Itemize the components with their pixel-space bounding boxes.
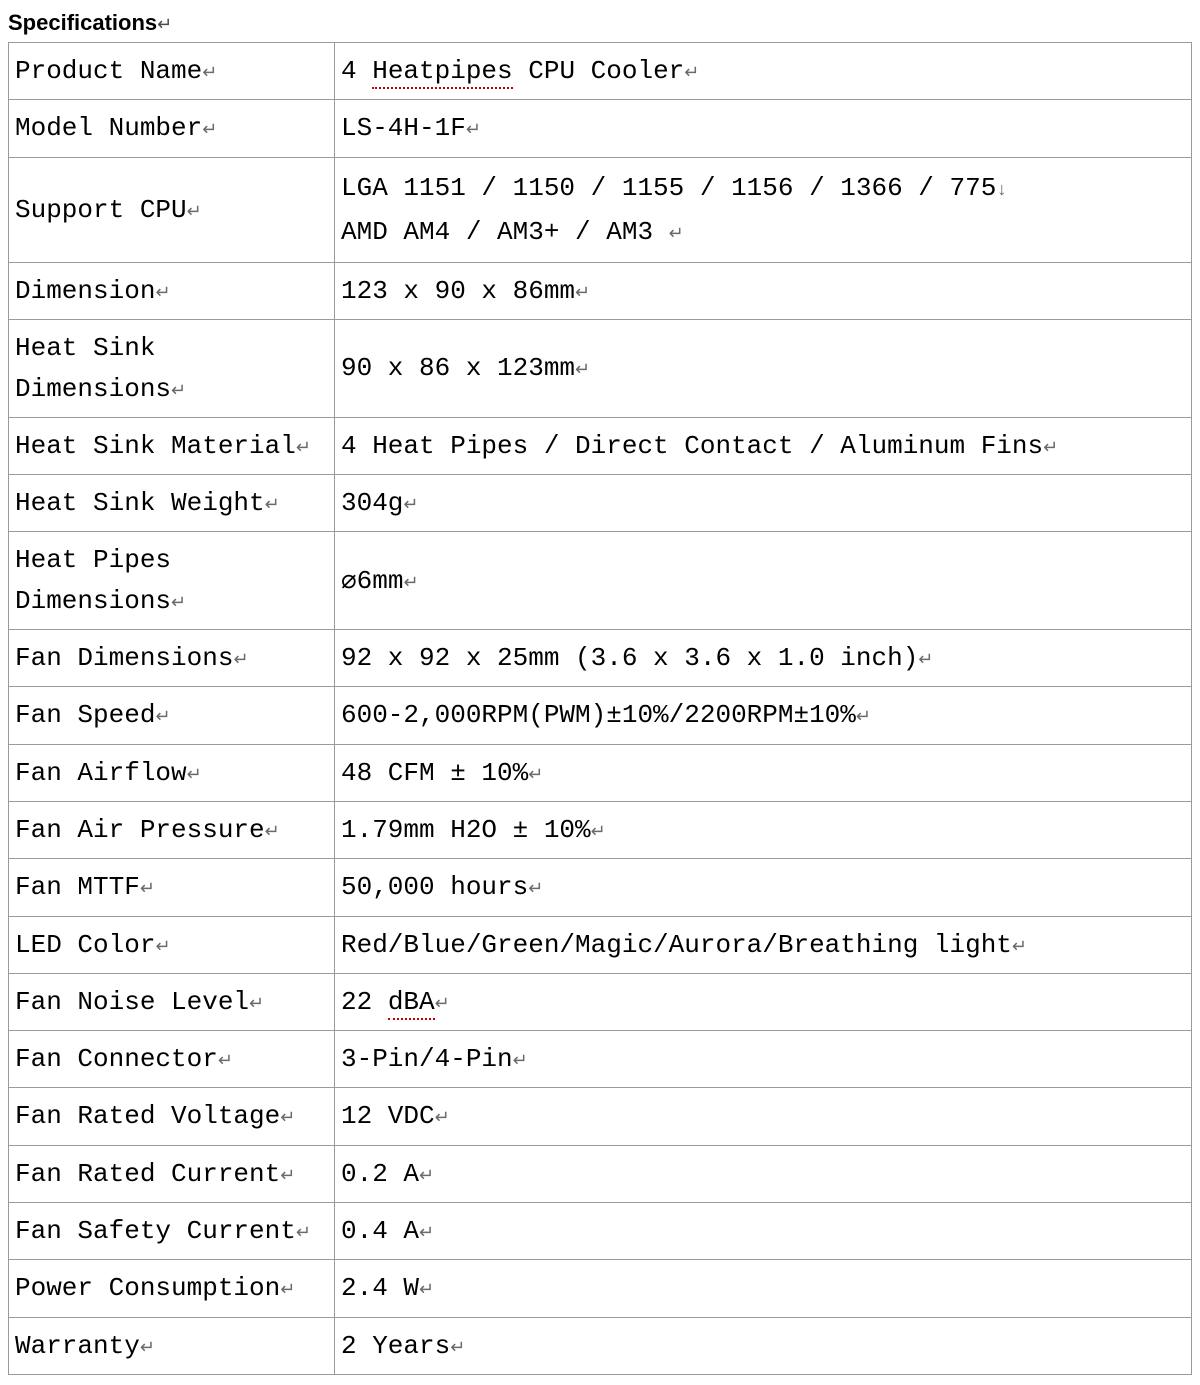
spec-label: Heat Sink Dimensions↵ [9,320,335,418]
spec-value: 0.2 A↵ [335,1145,1192,1202]
spec-value: 123 x 90 x 86mm↵ [335,262,1192,319]
spec-label: Dimension↵ [9,262,335,319]
spec-label: LED Color↵ [9,916,335,973]
spec-value: 12 VDC↵ [335,1088,1192,1145]
spec-value: 4 Heatpipes CPU Cooler↵ [335,43,1192,100]
spec-label: Heat Sink Weight↵ [9,475,335,532]
table-row: Model Number↵LS-4H-1F↵ [9,100,1192,157]
spec-value: Red/Blue/Green/Magic/Aurora/Breathing li… [335,916,1192,973]
spec-value: LS-4H-1F↵ [335,100,1192,157]
specifications-table: Product Name↵4 Heatpipes CPU Cooler↵Mode… [8,42,1192,1375]
spec-label: Fan Safety Current↵ [9,1203,335,1260]
spec-label: Fan Speed↵ [9,687,335,744]
spec-value: LGA 1151 / 1150 / 1155 / 1156 / 1366 / 7… [335,157,1192,262]
spec-value: 90 x 86 x 123mm↵ [335,320,1192,418]
spec-value: 2.4 W↵ [335,1260,1192,1317]
table-row: Fan Connector↵3-Pin/4-Pin↵ [9,1031,1192,1088]
spec-value: 600-2,000RPM(PWM)±10%/2200RPM±10%↵ [335,687,1192,744]
table-row: LED Color↵Red/Blue/Green/Magic/Aurora/Br… [9,916,1192,973]
spec-label: Product Name↵ [9,43,335,100]
paragraph-mark-icon: ↵ [157,14,172,34]
spec-label: Fan Connector↵ [9,1031,335,1088]
spec-label: Model Number↵ [9,100,335,157]
spec-label: Heat Pipes Dimensions↵ [9,532,335,630]
spec-value: 50,000 hours↵ [335,859,1192,916]
spec-value: 4 Heat Pipes / Direct Contact / Aluminum… [335,417,1192,474]
spec-value: 92 x 92 x 25mm (3.6 x 3.6 x 1.0 inch)↵ [335,630,1192,687]
table-row: Fan Air Pressure↵1.79mm H2O ± 10%↵ [9,801,1192,858]
spec-label: Fan MTTF↵ [9,859,335,916]
table-row: Fan Rated Current↵0.2 A↵ [9,1145,1192,1202]
table-row: Fan Speed↵600-2,000RPM(PWM)±10%/2200RPM±… [9,687,1192,744]
table-row: Power Consumption↵2.4 W↵ [9,1260,1192,1317]
spec-label: Power Consumption↵ [9,1260,335,1317]
spec-label: Fan Noise Level↵ [9,973,335,1030]
table-row: Fan MTTF↵50,000 hours↵ [9,859,1192,916]
spec-value: 2 Years↵ [335,1317,1192,1374]
table-row: Dimension↵123 x 90 x 86mm↵ [9,262,1192,319]
table-row: Product Name↵4 Heatpipes CPU Cooler↵ [9,43,1192,100]
table-row: Heat Pipes Dimensions↵⌀6mm↵ [9,532,1192,630]
spec-value: 48 CFM ± 10%↵ [335,744,1192,801]
spec-value: 1.79mm H2O ± 10%↵ [335,801,1192,858]
title-text: Specifications [8,10,157,35]
spec-label: Heat Sink Material↵ [9,417,335,474]
table-row: Heat Sink Weight↵304g↵ [9,475,1192,532]
spec-label: Fan Dimensions↵ [9,630,335,687]
table-row: Heat Sink Material↵4 Heat Pipes / Direct… [9,417,1192,474]
table-row: Fan Safety Current↵0.4 A↵ [9,1203,1192,1260]
spec-value: 304g↵ [335,475,1192,532]
table-row: Heat Sink Dimensions↵90 x 86 x 123mm↵ [9,320,1192,418]
spec-label: Fan Rated Voltage↵ [9,1088,335,1145]
table-row: Fan Dimensions↵92 x 92 x 25mm (3.6 x 3.6… [9,630,1192,687]
spec-label: Support CPU↵ [9,157,335,262]
spec-label: Fan Rated Current↵ [9,1145,335,1202]
spec-value: 22 dBA↵ [335,973,1192,1030]
table-row: Fan Rated Voltage↵12 VDC↵ [9,1088,1192,1145]
table-row: Support CPU↵LGA 1151 / 1150 / 1155 / 115… [9,157,1192,262]
spec-value: 3-Pin/4-Pin↵ [335,1031,1192,1088]
spec-value: ⌀6mm↵ [335,532,1192,630]
page-title: Specifications↵ [8,10,1192,36]
spec-value: 0.4 A↵ [335,1203,1192,1260]
table-row: Fan Noise Level↵22 dBA↵ [9,973,1192,1030]
spec-label: Fan Air Pressure↵ [9,801,335,858]
table-row: Fan Airflow↵48 CFM ± 10%↵ [9,744,1192,801]
table-row: Warranty↵2 Years↵ [9,1317,1192,1374]
spec-label: Warranty↵ [9,1317,335,1374]
spec-label: Fan Airflow↵ [9,744,335,801]
